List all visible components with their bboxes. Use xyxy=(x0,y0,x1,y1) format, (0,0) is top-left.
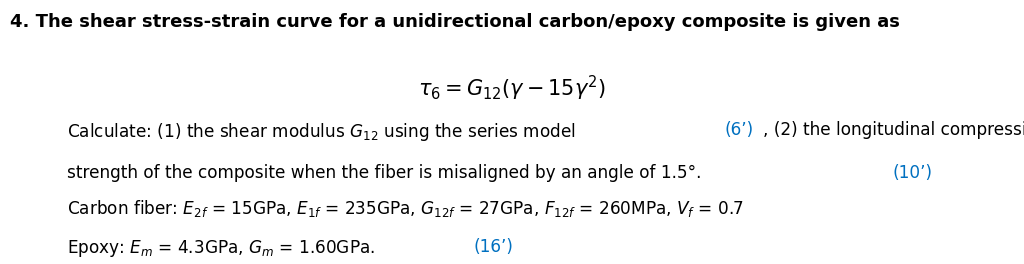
Text: 4. The shear stress-strain curve for a unidirectional carbon/epoxy composite is : 4. The shear stress-strain curve for a u… xyxy=(10,13,900,31)
Text: Calculate: (1) the shear modulus $G_{12}$ using the series model: Calculate: (1) the shear modulus $G_{12}… xyxy=(67,121,577,143)
Text: Carbon fiber: $E_{2f}$ = 15GPa, $E_{1f}$ = 235GPa, $G_{12f}$ = 27GPa, $F_{12f}$ : Carbon fiber: $E_{2f}$ = 15GPa, $E_{1f}$… xyxy=(67,198,743,219)
Text: strength of the composite when the fiber is misaligned by an angle of 1.5°.: strength of the composite when the fiber… xyxy=(67,164,707,182)
Text: , (2) the longitudinal compressive: , (2) the longitudinal compressive xyxy=(763,121,1024,139)
Text: (10’): (10’) xyxy=(892,164,932,182)
Text: (16’): (16’) xyxy=(473,238,513,256)
Text: $\tau_6 = G_{12}(\gamma - 15\gamma^2)$: $\tau_6 = G_{12}(\gamma - 15\gamma^2)$ xyxy=(418,74,606,103)
Text: Epoxy: $E_m$ = 4.3GPa, $G_m$ = 1.60GPa.: Epoxy: $E_m$ = 4.3GPa, $G_m$ = 1.60GPa. xyxy=(67,238,382,259)
Text: (6’): (6’) xyxy=(725,121,754,139)
